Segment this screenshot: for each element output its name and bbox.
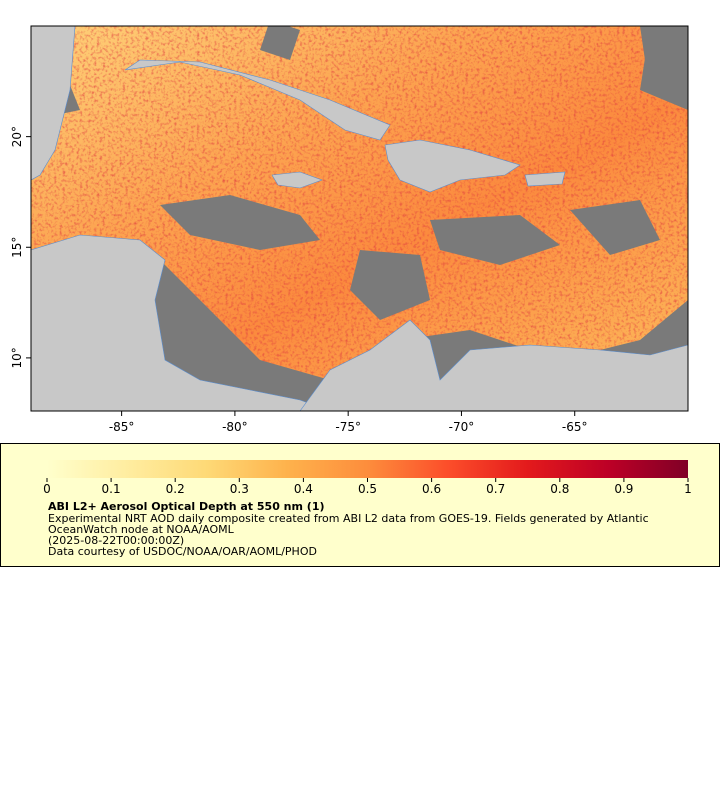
legend-title: ABI L2+ Aerosol Optical Depth at 550 nm … xyxy=(48,500,325,513)
map-area xyxy=(31,26,688,411)
legend-line: OceanWatch node at NOAA/AOML xyxy=(48,523,235,536)
aod-texture xyxy=(31,26,688,380)
x-tick-label: -85° xyxy=(109,420,135,434)
y-tick-label: 20° xyxy=(10,126,24,147)
colorbar-tick-label: 0.9 xyxy=(614,482,633,496)
colorbar-tick-label: 0.2 xyxy=(166,482,185,496)
colorbar-tick-label: 0.4 xyxy=(294,482,313,496)
colorbar-tick-label: 1 xyxy=(684,482,692,496)
land xyxy=(31,26,688,411)
legend-line: Data courtesy of USDOC/NOAA/OAR/AOML/PHO… xyxy=(48,545,317,558)
x-tick-label: -70° xyxy=(449,420,475,434)
x-tick-label: -65° xyxy=(562,420,588,434)
colorbar-tick-label: 0.6 xyxy=(422,482,441,496)
colorbar xyxy=(47,460,688,478)
colorbar-tick-label: 0.5 xyxy=(358,482,377,496)
y-tick-label: 15° xyxy=(10,237,24,258)
colorbar-tick-label: 0.3 xyxy=(230,482,249,496)
colorbar-tick-label: 0.8 xyxy=(550,482,569,496)
legend-line: Experimental NRT AOD daily composite cre… xyxy=(48,512,649,525)
x-tick-label: -80° xyxy=(222,420,248,434)
y-tick-label: 10° xyxy=(10,347,24,368)
colorbar-tick-label: 0.1 xyxy=(102,482,121,496)
legend-line: (2025-08-22T00:00:00Z) xyxy=(48,534,184,547)
x-tick-label: -75° xyxy=(335,420,361,434)
map-frame xyxy=(30,25,689,412)
colorbar-tick-label: 0 xyxy=(43,482,51,496)
colorbar-tick-label: 0.7 xyxy=(486,482,505,496)
